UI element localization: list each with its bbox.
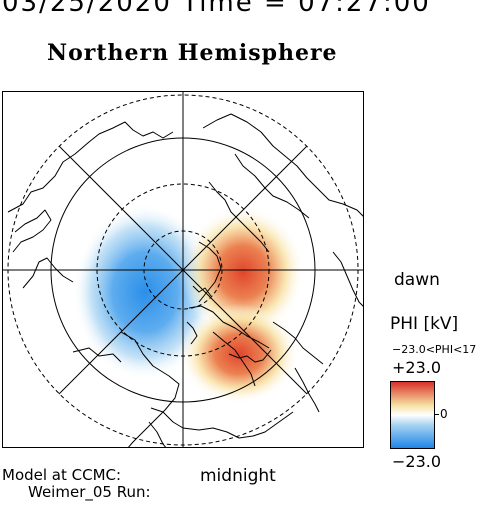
- coastlines: [7, 113, 363, 447]
- negative-potential-cell: [73, 204, 217, 380]
- colorbar-zero-tick: [435, 414, 439, 415]
- colorbar-zero-label: 0: [440, 407, 448, 421]
- colorbar-max-label: +23.0: [392, 358, 442, 377]
- colorbar-min-label: −23.0: [392, 452, 442, 471]
- polar-grid: [3, 92, 363, 447]
- positive-potential-cell: [181, 206, 305, 338]
- footer-model: Model at CCMC:: [2, 466, 122, 484]
- plot-title: Northern Hemisphere: [47, 40, 338, 66]
- header-timestamp: 03/25/2020 Time = 07:27:00: [2, 0, 431, 18]
- polar-map-svg: [3, 92, 363, 447]
- polar-map: [2, 91, 364, 448]
- colorbar: [390, 381, 435, 449]
- positive-potential-cell-south: [179, 304, 299, 404]
- colorbar-range: −23.0<PHI<17: [392, 343, 477, 356]
- dawn-label: dawn: [394, 270, 440, 290]
- footer-run: Weimer_05 Run:: [28, 483, 151, 501]
- midnight-label: midnight: [200, 466, 276, 486]
- colorbar-title: PHI [kV]: [390, 314, 459, 334]
